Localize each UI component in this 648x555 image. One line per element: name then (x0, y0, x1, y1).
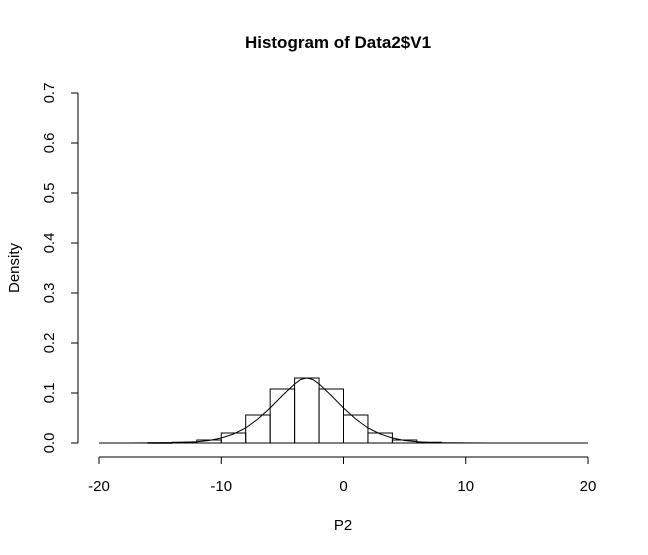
y-tick-label: 0.2 (41, 333, 58, 354)
x-tick-label: 0 (339, 478, 347, 495)
x-tick-label: -10 (210, 478, 232, 495)
histogram-bar-6 (294, 377, 320, 444)
y-tick-label: 0.1 (41, 383, 58, 404)
histogram-bar-7 (318, 388, 344, 444)
x-axis: -20 -10 0 10 20 (88, 456, 597, 495)
y-tick-label: 0.0 (41, 433, 58, 454)
histogram-bar-5 (269, 388, 296, 444)
x-axis-label: P2 (334, 517, 352, 534)
y-tick-label: 0.3 (41, 283, 58, 304)
y-axis-label: Density (6, 242, 23, 293)
density-curve (99, 377, 588, 444)
y-tick-label: 0.6 (41, 133, 58, 154)
x-tick-label: -20 (88, 478, 110, 495)
x-tick-label: 10 (457, 478, 474, 495)
histogram-bars (147, 377, 442, 444)
y-axis: 0.0 0.1 0.2 0.3 0.4 0.5 0.6 0.7 (41, 83, 79, 454)
y-tick-label: 0.4 (41, 233, 58, 254)
x-tick-label: 20 (580, 478, 597, 495)
chart-title: Histogram of Data2$V1 (245, 33, 431, 52)
y-tick-label: 0.5 (41, 183, 58, 204)
y-tick-label: 0.7 (41, 83, 58, 104)
